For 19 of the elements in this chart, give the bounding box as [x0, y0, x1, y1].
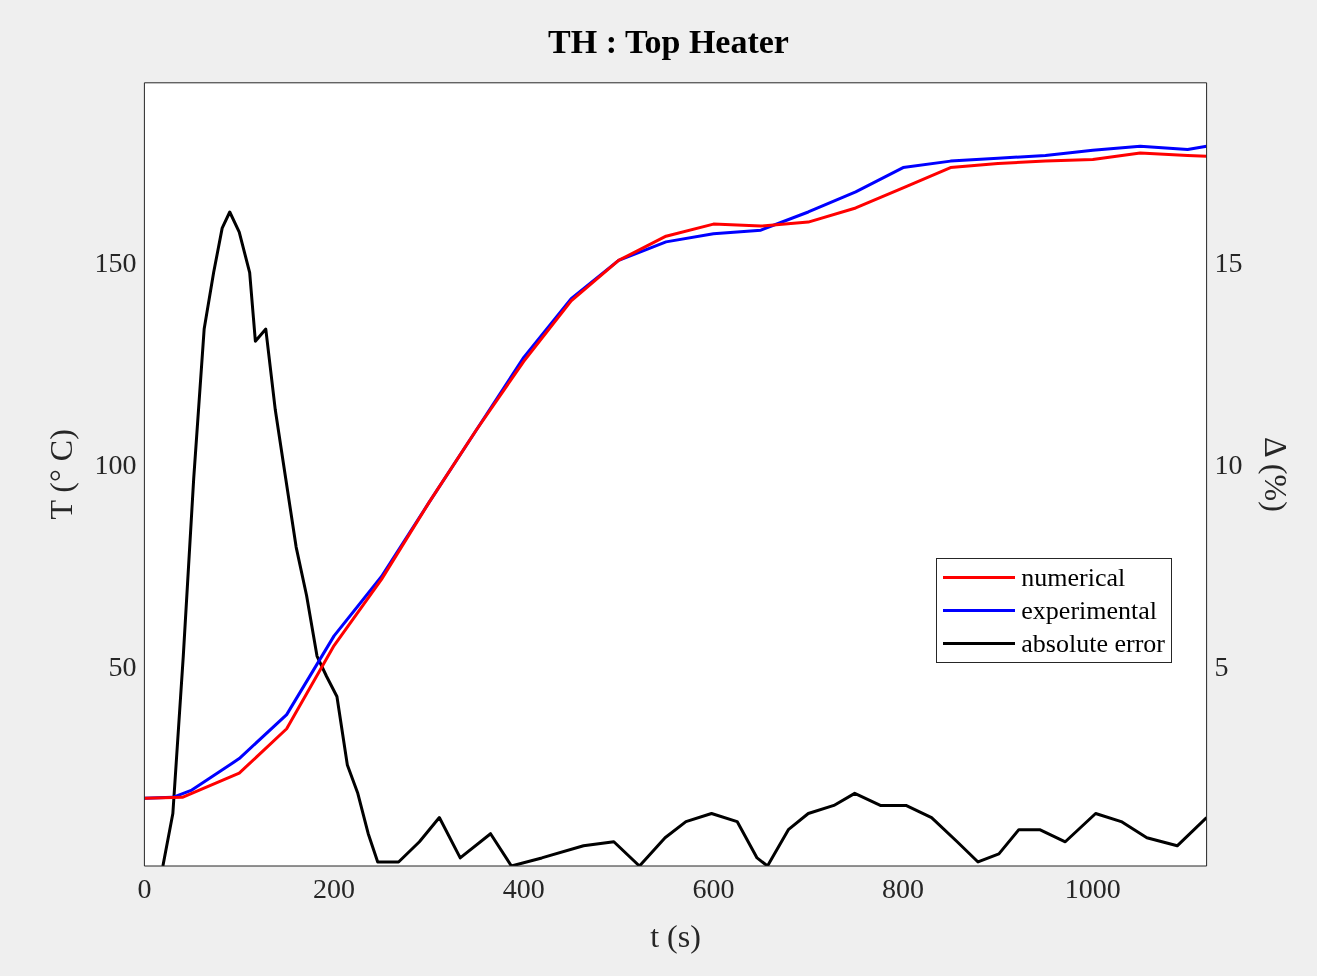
legend-label: numerical — [1021, 562, 1126, 594]
y-tick-label: 50 — [108, 650, 137, 682]
legend-label: absolute error — [1021, 628, 1165, 660]
y2-tick-label: 5 — [1214, 650, 1229, 682]
x-tick-label: 800 — [882, 873, 925, 905]
y2-axis-title: Δ (%) — [1258, 437, 1295, 512]
y-tick-label: 150 — [94, 246, 137, 278]
legend-label: experimental — [1021, 595, 1158, 627]
x-tick-label: 600 — [692, 873, 735, 905]
chart-title: TH : Top Heater — [548, 23, 789, 61]
x-tick-label: 400 — [502, 873, 545, 905]
y2-tick-label: 10 — [1214, 448, 1243, 480]
x-axis-title: t (s) — [650, 918, 701, 955]
x-tick-label: 0 — [137, 873, 152, 905]
x-tick-label: 1000 — [1064, 873, 1121, 905]
y-tick-label: 100 — [94, 448, 137, 480]
y2-tick-label: 15 — [1214, 246, 1243, 278]
y-axis-title: T (° C) — [42, 429, 79, 520]
x-tick-label: 200 — [313, 873, 356, 905]
